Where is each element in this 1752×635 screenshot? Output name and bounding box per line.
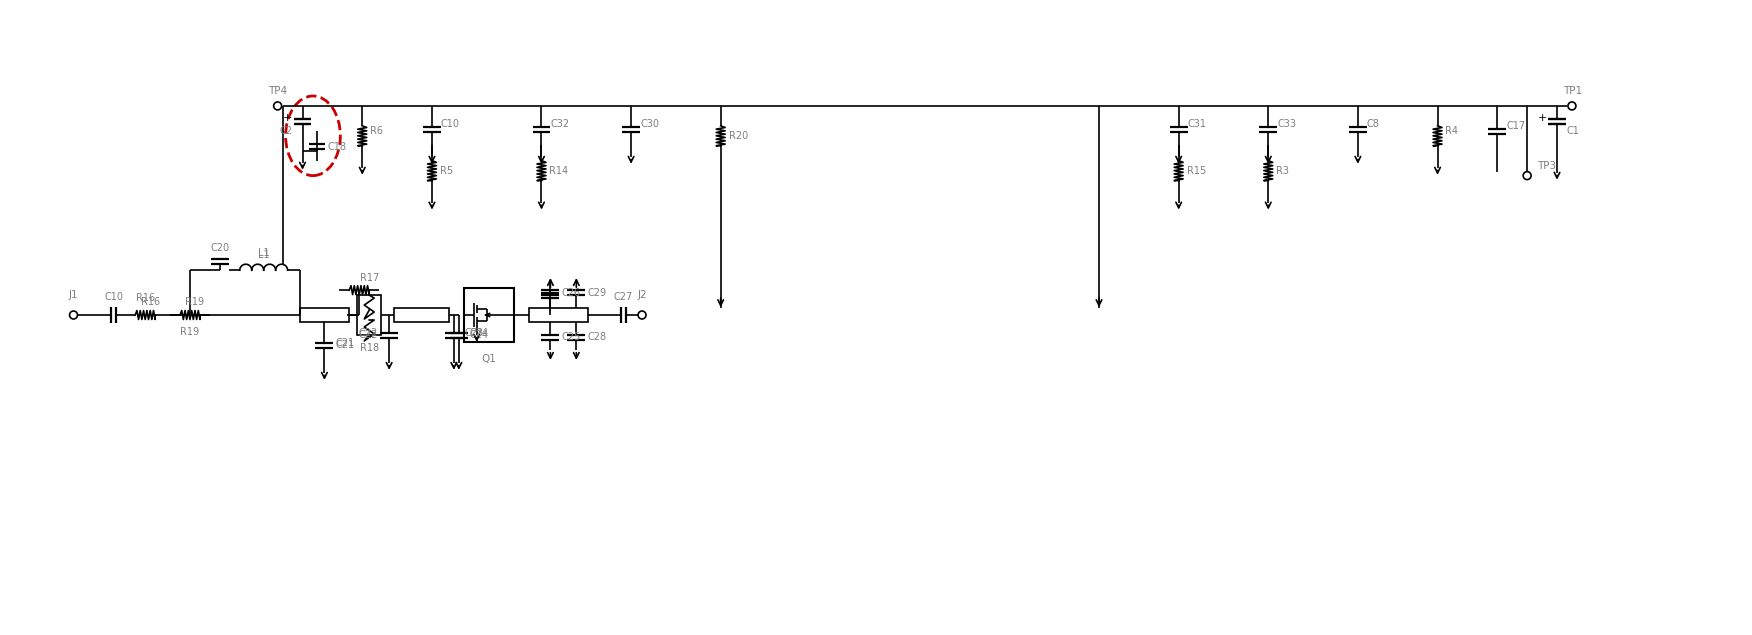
Text: C33: C33	[1277, 119, 1296, 129]
Text: C25: C25	[561, 332, 580, 342]
Text: R17: R17	[359, 273, 378, 283]
Text: TP1: TP1	[1563, 86, 1582, 96]
Text: C18: C18	[328, 142, 347, 152]
Text: TP3: TP3	[1537, 161, 1556, 171]
Text: C31: C31	[1188, 119, 1207, 129]
Text: C21: C21	[335, 340, 354, 351]
Text: R19: R19	[180, 327, 200, 337]
Text: C26: C26	[561, 288, 580, 298]
Text: C17: C17	[1507, 121, 1526, 131]
Text: C24: C24	[470, 330, 489, 340]
Bar	[300, 308, 349, 322]
Text: C8: C8	[1367, 119, 1381, 129]
Text: C23: C23	[464, 328, 484, 338]
Text: TP4: TP4	[268, 86, 287, 96]
Text: R19: R19	[186, 297, 205, 307]
Bar	[529, 308, 589, 322]
Text: J1: J1	[68, 290, 79, 300]
Text: R16: R16	[140, 297, 159, 307]
Text: C32: C32	[550, 119, 569, 129]
Text: +: +	[282, 113, 293, 123]
Text: L1: L1	[258, 248, 270, 258]
Text: C21: C21	[335, 338, 354, 348]
Text: R6: R6	[370, 126, 384, 136]
Text: C29: C29	[587, 288, 606, 298]
Text: R15: R15	[1186, 166, 1205, 176]
Text: C22: C22	[359, 328, 378, 338]
Text: R14: R14	[550, 166, 569, 176]
Bar	[464, 288, 513, 342]
Bar	[394, 308, 449, 322]
Text: C10: C10	[105, 292, 123, 302]
Text: J2: J2	[638, 290, 646, 300]
Bar	[357, 295, 382, 335]
Text: R18: R18	[359, 343, 378, 353]
Text: C2: C2	[280, 126, 293, 136]
Text: +: +	[1538, 113, 1547, 123]
Text: R3: R3	[1275, 166, 1289, 176]
Text: C24: C24	[470, 328, 489, 338]
Text: C28: C28	[587, 332, 606, 342]
Text: R4: R4	[1445, 126, 1458, 136]
Text: C22: C22	[359, 330, 378, 340]
Text: C30: C30	[639, 119, 659, 129]
Text: C20: C20	[210, 243, 230, 253]
Text: C10: C10	[442, 119, 461, 129]
Text: Q1: Q1	[482, 354, 496, 364]
Text: R20: R20	[729, 131, 748, 141]
Text: C1: C1	[1566, 126, 1580, 136]
Text: C27: C27	[613, 292, 632, 302]
Text: R5: R5	[440, 166, 454, 176]
Text: R16: R16	[135, 293, 154, 303]
Text: L1: L1	[258, 250, 270, 260]
